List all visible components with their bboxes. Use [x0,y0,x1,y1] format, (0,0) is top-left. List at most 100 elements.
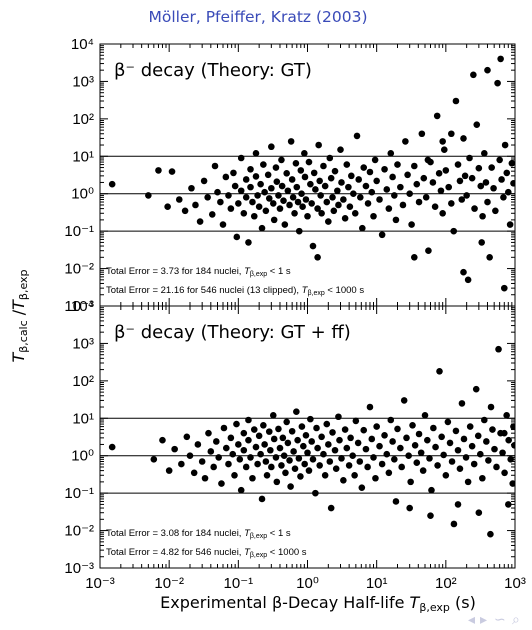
x-tick-label: 10¹ [366,575,388,592]
data-point [483,438,490,445]
data-point [318,209,325,217]
data-point [255,432,263,440]
data-point [227,205,235,212]
data-point [299,203,306,210]
data-point [413,180,421,188]
data-point [237,486,245,494]
data-point [389,438,396,445]
data-point [468,442,476,450]
data-point [510,179,515,187]
nav-menu-icon[interactable]: ∽ [494,612,506,628]
data-point [370,454,377,461]
data-point [364,463,371,471]
data-point [437,187,445,195]
data-point [440,451,447,459]
data-point [323,420,331,428]
y-tick-label: 10⁻³ [64,560,94,577]
data-point [357,194,364,201]
data-point [442,471,450,479]
data-point [484,66,491,74]
data-point [362,445,370,453]
data-point [181,207,189,215]
data-point [448,458,456,465]
data-point [230,169,237,177]
data-point [445,183,453,191]
data-point [373,423,380,430]
data-point [332,465,340,472]
data-point [348,172,355,180]
data-point [283,170,290,177]
data-point [354,439,362,447]
data-point [331,167,339,175]
data-point [470,71,477,79]
data-point [217,198,224,206]
data-point [321,182,329,190]
data-point [461,172,469,180]
data-point [411,441,419,449]
data-point [294,198,302,206]
data-point [233,420,240,428]
y-tick-label: 10⁻³ [64,298,94,315]
zoom-icon[interactable]: ⌕ [512,612,520,628]
data-point [337,146,344,153]
data-point [192,201,199,209]
nav-prev-icon[interactable]: ◂ [468,612,475,628]
y-tick-label: 10⁻² [64,523,94,540]
data-point [188,184,195,192]
data-point [479,212,486,220]
data-point [240,429,248,437]
data-point [326,458,334,465]
data-point [477,182,485,190]
data-point [295,455,303,462]
data-point [493,463,500,471]
data-point [171,445,178,453]
data-point [366,403,374,411]
data-point [372,474,379,482]
data-point [276,444,284,452]
data-point [397,183,404,191]
data-point [376,442,383,450]
data-point [460,135,467,142]
data-point [360,426,368,434]
x-tick-label: 10⁰ [296,575,319,592]
data-point [178,460,185,468]
data-point [454,161,462,168]
data-point [320,450,327,458]
data-point [381,165,388,173]
data-point [211,162,219,170]
data-point [405,452,412,460]
data-point [335,413,342,421]
data-point [419,467,427,474]
data-point [335,201,342,209]
data-point [407,478,414,486]
data-point [497,55,504,63]
data-point [458,196,466,203]
data-point [434,462,441,469]
data-point [196,218,204,225]
data-point [313,424,320,432]
data-point [288,176,296,183]
data-point [355,176,363,183]
data-point [400,397,408,404]
data-point [305,158,313,166]
data-point [409,421,416,429]
data-point [368,188,376,196]
data-point [428,486,435,494]
y-axis-label: Tβ,calc /Tβ,exp [9,269,30,362]
header-title: Möller, Pfeiffer, Kratz (2003) [148,8,367,26]
data-point [341,215,349,222]
y-tick-label: 10⁴ [71,36,94,53]
data-point [252,150,260,157]
data-point [305,467,313,474]
data-point [265,195,273,202]
data-point [403,434,410,442]
data-point [487,403,495,411]
data-point [383,450,391,458]
nav-next-icon[interactable]: ▸ [480,612,487,628]
data-point [500,284,508,292]
data-point [270,216,278,224]
data-point [356,458,364,465]
data-point [175,196,183,203]
data-point [452,427,460,435]
